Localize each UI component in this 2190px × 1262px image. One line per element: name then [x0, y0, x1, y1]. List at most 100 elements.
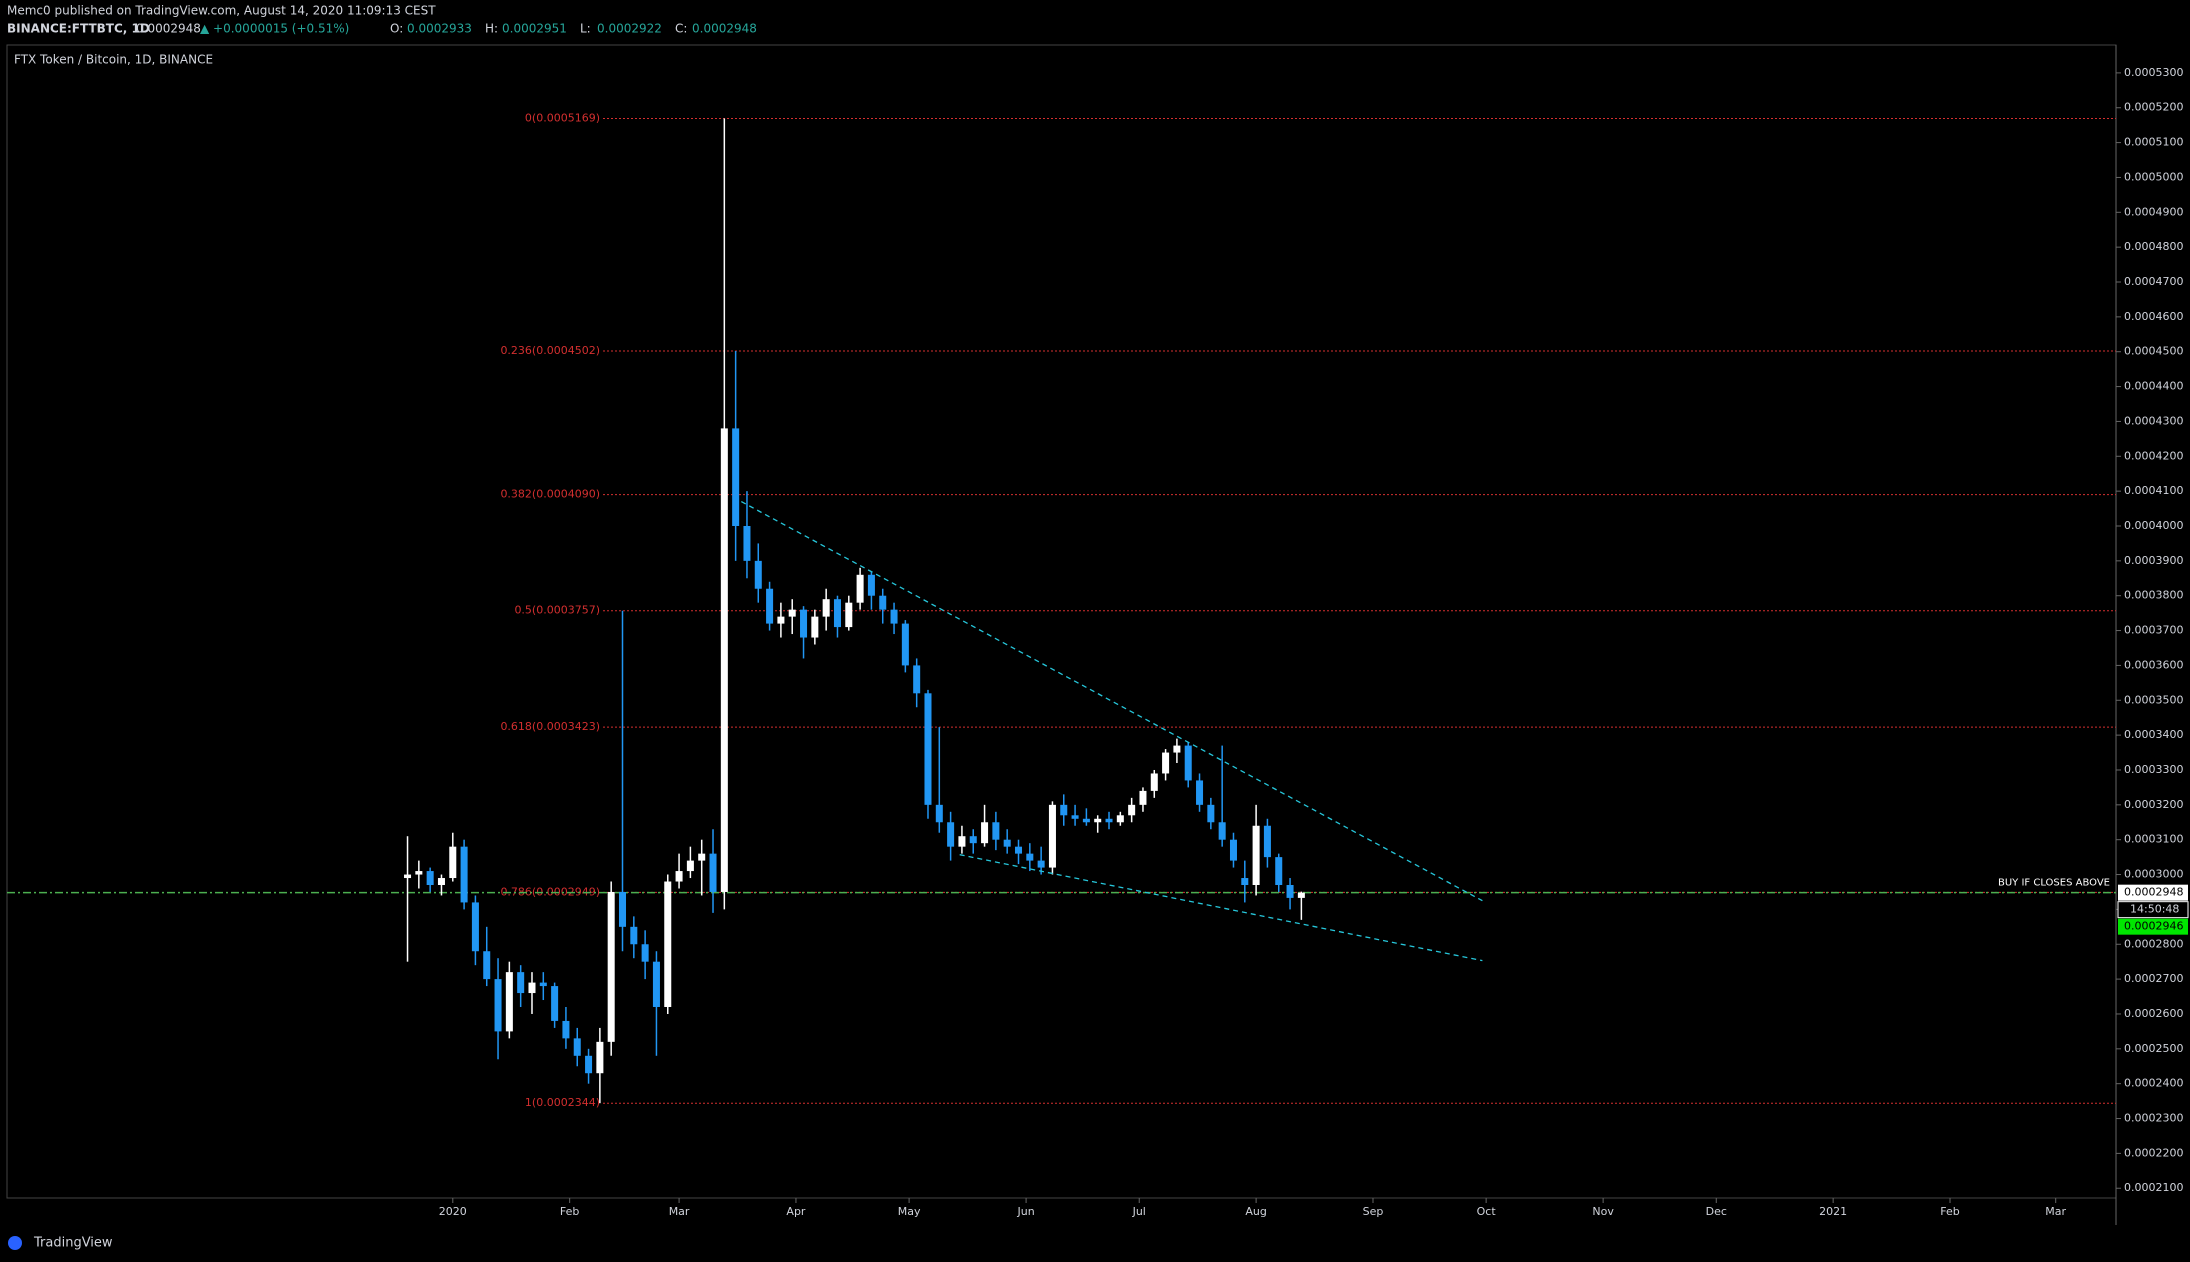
- candle-body: [856, 574, 864, 603]
- change: ▲ +0.0000015 (+0.51%): [200, 22, 349, 36]
- chart-title: FTX Token / Bitcoin, 1D, BINANCE: [14, 53, 213, 67]
- fib-label: 0.236(0.0004502): [500, 344, 600, 357]
- countdown-label: 14:50:48: [2130, 903, 2179, 916]
- candle-body: [1173, 745, 1181, 753]
- x-tick-label: Feb: [1940, 1205, 1959, 1218]
- y-tick-label: 0.0004100: [2124, 484, 2184, 497]
- candle-body: [686, 860, 694, 872]
- logo: [8, 1236, 22, 1250]
- candle-body: [1297, 892, 1305, 898]
- ohlc-value: 0.0002933: [407, 22, 472, 36]
- y-tick-label: 0.0002800: [2124, 937, 2184, 950]
- candle-body: [1207, 804, 1215, 823]
- candle-body: [992, 822, 1000, 840]
- candle-body: [471, 902, 479, 952]
- x-tick-label: Dec: [1706, 1205, 1727, 1218]
- candle-body: [1060, 804, 1068, 816]
- x-tick-label: 2021: [1819, 1205, 1847, 1218]
- candle-body: [1162, 752, 1170, 774]
- candle-body: [1263, 825, 1271, 858]
- x-tick-label: Jun: [1016, 1205, 1034, 1218]
- alert-label: BUY IF CLOSES ABOVE: [1998, 878, 2110, 889]
- bid-tag-label: 0.0002946: [2124, 920, 2184, 933]
- candle-body: [867, 574, 875, 596]
- y-tick-label: 0.0002200: [2124, 1146, 2184, 1159]
- x-tick-label: Mar: [2045, 1205, 2066, 1218]
- x-tick-label: Aug: [1245, 1205, 1266, 1218]
- candle-body: [528, 982, 536, 994]
- ohlc-value: 0.0002951: [502, 22, 567, 36]
- fib-label: 0.786(0.0002949): [500, 885, 600, 898]
- y-tick-label: 0.0004200: [2124, 449, 2184, 462]
- fib-label: 0.618(0.0003423): [500, 720, 600, 733]
- y-tick-label: 0.0005200: [2124, 101, 2184, 114]
- candle-body: [517, 972, 525, 994]
- last-price: 0.0002948: [136, 22, 201, 36]
- candle-body: [1229, 839, 1237, 861]
- candle-body: [505, 972, 513, 1032]
- y-tick-label: 0.0005300: [2124, 66, 2184, 79]
- candle-body: [1286, 885, 1294, 898]
- y-tick-label: 0.0003400: [2124, 728, 2184, 741]
- y-tick-label: 0.0002500: [2124, 1042, 2184, 1055]
- x-tick-label: 2020: [439, 1205, 467, 1218]
- y-tick-label: 0.0003000: [2124, 868, 2184, 881]
- y-tick-label: 0.0004700: [2124, 275, 2184, 288]
- candle-body: [460, 846, 468, 903]
- x-tick-label: Feb: [560, 1205, 579, 1218]
- candle-body: [483, 951, 491, 980]
- y-tick-label: 0.0004400: [2124, 380, 2184, 393]
- candle-body: [1116, 815, 1124, 823]
- brand: TradingView: [33, 1236, 113, 1251]
- x-tick-label: Mar: [669, 1205, 690, 1218]
- y-tick-label: 0.0002100: [2124, 1181, 2184, 1194]
- fib-label: 0.5(0.0003757): [514, 604, 600, 617]
- candle-body: [449, 846, 457, 879]
- x-tick-label: Sep: [1363, 1205, 1384, 1218]
- fib-label: 1(0.0002344): [525, 1096, 600, 1109]
- candle-body: [1252, 825, 1260, 886]
- ohlc-value: 0.0002948: [692, 22, 757, 36]
- ohlc-key: L:: [580, 22, 591, 36]
- countdown-tag: [2117, 901, 2189, 919]
- y-tick-label: 0.0002300: [2124, 1112, 2184, 1125]
- candle-body: [754, 560, 762, 589]
- y-tick-label: 0.0003700: [2124, 624, 2184, 637]
- candle-body: [1275, 857, 1283, 886]
- candle-body: [1048, 804, 1056, 868]
- candle-body: [573, 1038, 581, 1056]
- candle-body: [698, 853, 706, 861]
- candle-body: [551, 986, 559, 1021]
- candle-body: [947, 822, 955, 847]
- x-tick-label: Nov: [1592, 1205, 1614, 1218]
- candle-body: [1241, 878, 1249, 886]
- x-tick-label: Oct: [1477, 1205, 1497, 1218]
- y-tick-label: 0.0005000: [2124, 170, 2184, 183]
- y-tick-label: 0.0002400: [2124, 1077, 2184, 1090]
- candle-body: [1184, 745, 1192, 781]
- y-tick-label: 0.0003300: [2124, 763, 2184, 776]
- trendline: [959, 854, 1483, 962]
- candle-body: [1082, 818, 1090, 823]
- candle-body: [562, 1020, 570, 1039]
- candle-body: [539, 982, 547, 987]
- candle-body: [1105, 818, 1113, 823]
- ohlc-key: C:: [675, 22, 687, 36]
- candle-body: [426, 871, 434, 886]
- candle-body: [935, 804, 943, 823]
- y-tick-label: 0.0003900: [2124, 554, 2184, 567]
- candle-body: [1003, 839, 1011, 847]
- y-tick-label: 0.0004900: [2124, 205, 2184, 218]
- fib-label: 0.382(0.0004090): [500, 488, 600, 501]
- symbol: BINANCE:FTTBTC, 1D: [7, 22, 150, 36]
- y-tick-label: 0.0004300: [2124, 414, 2184, 427]
- price-tag: [2118, 884, 2188, 901]
- x-tick-label: Jul: [1132, 1205, 1146, 1218]
- candle-body: [675, 871, 683, 882]
- candle-body: [652, 961, 660, 1007]
- candle-body: [766, 588, 774, 624]
- candle-body: [596, 1041, 604, 1074]
